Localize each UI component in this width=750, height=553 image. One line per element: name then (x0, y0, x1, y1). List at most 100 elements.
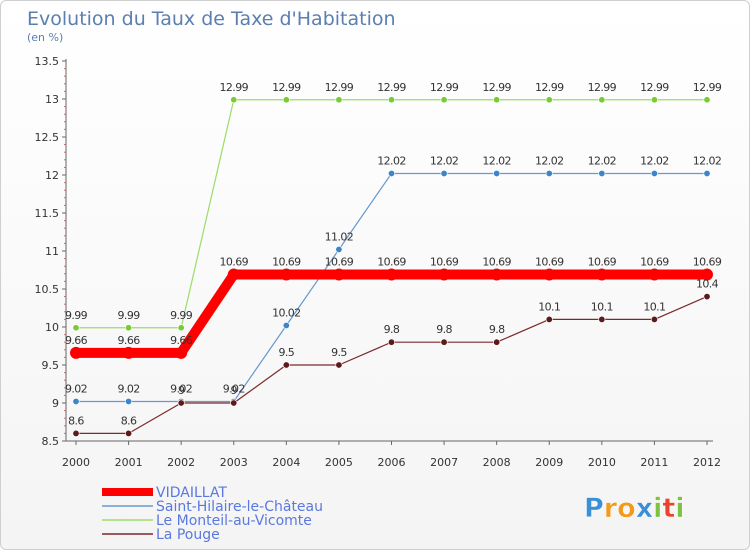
data-label: 12.99 (693, 81, 722, 94)
brand-letter: x (636, 493, 653, 524)
data-point (648, 268, 661, 281)
data-point (282, 361, 290, 369)
brand-letter: i (653, 493, 662, 524)
x-tick-label: 2007 (430, 456, 458, 469)
data-label: 12.02 (535, 154, 564, 167)
data-point (282, 96, 290, 104)
data-point (125, 397, 133, 405)
data-label: 9 (231, 384, 238, 397)
data-label: 9.8 (436, 323, 452, 336)
data-point (385, 268, 398, 281)
chart-subtitle: (en %) (27, 31, 63, 44)
data-label: 9.66 (118, 334, 141, 347)
data-point (650, 96, 658, 104)
data-label: 10.69 (377, 256, 406, 269)
series-line (76, 99, 707, 329)
data-label: 9.99 (118, 309, 141, 322)
data-label: 10.69 (220, 256, 249, 269)
y-tick-label: 9 (52, 397, 59, 410)
x-tick-label: 2000 (62, 456, 90, 469)
brand-letter: i (675, 493, 684, 524)
data-label: 10.69 (482, 256, 511, 269)
data-label: 9 (178, 384, 185, 397)
brand-letter: t (662, 493, 675, 524)
data-label: 9.99 (170, 309, 193, 322)
data-label: 12.99 (482, 81, 511, 94)
data-label: 9.02 (223, 382, 245, 395)
brand-letter: P (584, 493, 604, 524)
x-tick-label: 2006 (378, 456, 406, 469)
data-point (72, 324, 80, 332)
series-layer (70, 96, 713, 437)
legend-label: Le Monteil-au-Vicomte (156, 513, 312, 529)
data-label: 9.66 (65, 334, 88, 347)
y-tick-label: 8.5 (42, 435, 60, 448)
data-label: 12.99 (430, 81, 459, 94)
data-label: 10.69 (325, 256, 354, 269)
data-label: 11.02 (325, 230, 354, 243)
data-label: 12.99 (272, 81, 301, 94)
chart-title: Evolution du Taux de Taxe d'Habitation (27, 8, 396, 30)
data-point (493, 169, 501, 177)
data-point (440, 169, 448, 177)
data-label: 9.99 (65, 309, 88, 322)
data-point (598, 169, 606, 177)
data-label: 12.99 (535, 81, 564, 94)
data-label: 10.1 (643, 300, 665, 313)
data-point (701, 268, 713, 281)
data-label: 10.69 (272, 256, 301, 269)
data-labels: 9.99 9.99 9.99 12.99 12.99 12.99 12.99 12.99 12.… (65, 81, 722, 428)
axes (65, 59, 713, 442)
data-label: 12.02 (482, 154, 511, 167)
data-point (387, 338, 395, 346)
brand-letter: o (617, 493, 636, 524)
data-point (332, 268, 345, 281)
x-tick-label: 2005 (325, 456, 353, 469)
data-label: 8.6 (121, 414, 137, 427)
data-point (545, 315, 553, 323)
data-point (230, 399, 238, 407)
y-tick-label: 13 (45, 93, 59, 106)
data-point (125, 324, 133, 332)
data-point (387, 169, 395, 177)
series-line (76, 172, 707, 403)
data-point (72, 429, 80, 437)
data-point (125, 429, 133, 437)
data-point (703, 96, 711, 104)
data-label: 12.99 (220, 81, 249, 94)
data-point (493, 96, 501, 104)
data-label: 9.5 (331, 346, 347, 359)
data-label: 12.99 (325, 81, 354, 94)
data-point (703, 169, 711, 177)
y-tick-label: 12.5 (35, 131, 60, 144)
data-point (440, 96, 448, 104)
data-point (545, 96, 553, 104)
data-label: 10.4 (696, 278, 719, 291)
x-tick-label: 2001 (115, 456, 143, 469)
data-point (227, 268, 240, 281)
data-label: 12.02 (430, 154, 459, 167)
data-point (598, 315, 606, 323)
data-label: 10.1 (538, 300, 560, 313)
data-point (650, 315, 658, 323)
data-label: 10.69 (535, 256, 564, 269)
data-label: 12.99 (377, 81, 406, 94)
data-label: 10.69 (640, 256, 669, 269)
data-label: 8.6 (68, 414, 84, 427)
data-point (335, 245, 343, 253)
x-tick-label: 2010 (588, 456, 616, 469)
data-point (177, 399, 185, 407)
data-point (545, 169, 553, 177)
y-tick-label: 10 (45, 321, 59, 334)
legend-label: Saint-Hilaire-le-Château (156, 499, 323, 515)
x-tick-label: 2011 (640, 456, 668, 469)
x-tick-label: 2012 (693, 456, 721, 469)
data-label: 9.02 (118, 382, 140, 395)
data-point (598, 96, 606, 104)
legend-label: La Pouge (156, 527, 220, 543)
x-tick-label: 2009 (535, 456, 563, 469)
data-point (282, 321, 290, 329)
